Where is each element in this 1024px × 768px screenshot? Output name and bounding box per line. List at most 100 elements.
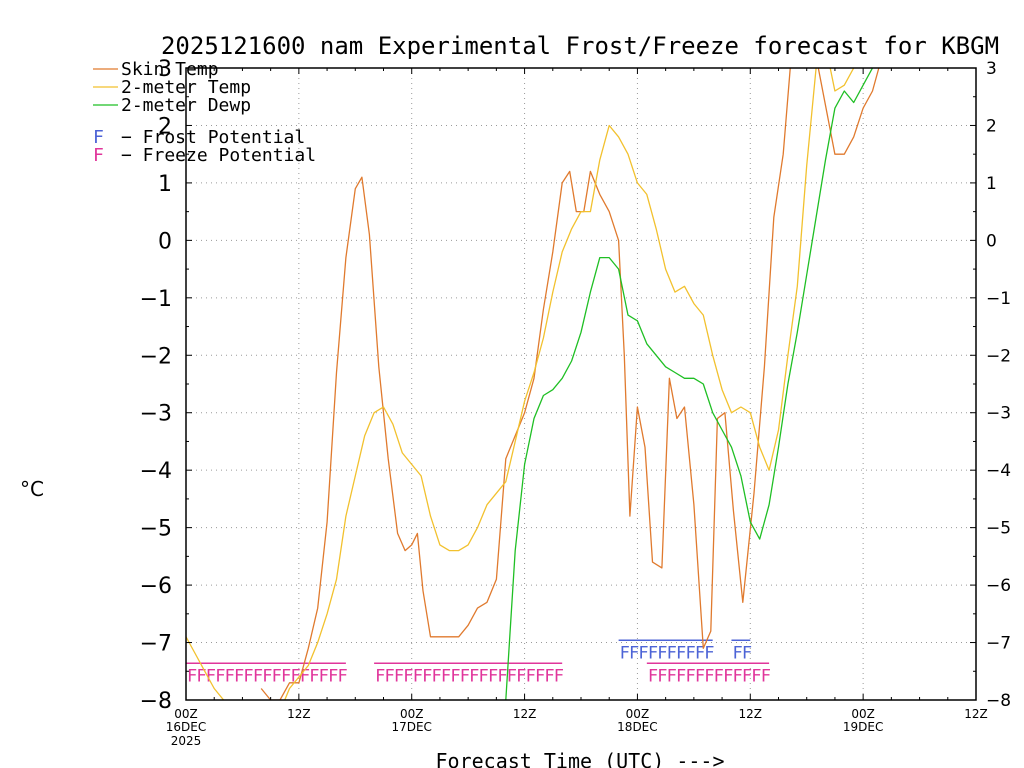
legend-marker-entry: − Freeze Potential (121, 145, 316, 166)
legend-entry: 2-meter Dewp (121, 95, 251, 116)
x-tick-date: 17DEC (391, 720, 431, 734)
potential-glyph: F (676, 643, 686, 663)
potential-glyph: F (290, 666, 300, 686)
potential-glyph: F (732, 643, 742, 663)
x-tick-year: 2025 (171, 734, 202, 748)
potential-glyph: F (507, 666, 517, 686)
y-tick-label-right: 3 (986, 59, 997, 79)
potential-glyph: F (742, 643, 752, 663)
y-tick-label-right: −7 (986, 634, 1011, 654)
potential-glyph: F (319, 666, 329, 686)
y-tick-label-right: −6 (986, 576, 1011, 596)
potential-glyph: F (469, 666, 479, 686)
potential-glyph: F (243, 666, 253, 686)
potential-glyph: F (488, 666, 498, 686)
y-tick-label-left: −7 (140, 632, 172, 657)
potential-glyph: F (516, 666, 526, 686)
potential-glyph: F (685, 666, 695, 686)
potential-glyph: F (272, 666, 282, 686)
potential-glyph: F (667, 643, 677, 663)
x-tick-label: 00Z (174, 707, 198, 721)
potential-glyph: F (535, 666, 545, 686)
x-tick-label: 12Z (964, 707, 988, 721)
potential-glyph: F (309, 666, 319, 686)
y-tick-label-right: 1 (986, 174, 997, 194)
y-tick-label-left: −8 (140, 689, 172, 714)
potential-glyph: F (375, 666, 385, 686)
y-tick-label-left: −5 (140, 517, 172, 542)
legend-marker-glyph: F (93, 145, 104, 166)
potential-glyph: F (629, 643, 639, 663)
y-tick-label-left: −1 (140, 287, 172, 312)
y-tick-label-left: 2 (158, 114, 172, 139)
potential-glyph: F (638, 643, 648, 663)
potential-glyph: F (262, 666, 272, 686)
chart-title: 2025121600 nam Experimental Frost/Freeze… (161, 32, 999, 60)
series-lines (186, 68, 880, 700)
y-tick-label-right: −4 (986, 461, 1011, 481)
potential-glyph: F (657, 643, 667, 663)
y-tick-label-left: 0 (158, 229, 172, 254)
y-axis-label: °C (20, 477, 44, 501)
potential-glyph: F (723, 666, 733, 686)
potential-glyph: F (714, 666, 724, 686)
potential-glyph: F (450, 666, 460, 686)
potential-glyph: F (234, 666, 244, 686)
y-tick-label-right: −1 (986, 289, 1011, 309)
potential-glyph: F (281, 666, 291, 686)
potential-glyph: F (648, 666, 658, 686)
potential-glyph: F (403, 666, 413, 686)
potential-glyph: F (676, 666, 686, 686)
series-line-2-meter-temp (186, 68, 855, 700)
potential-glyph: F (215, 666, 225, 686)
y-axis-ticks: −8 −8 −7 −7 −6 −6 −5 −5 −4 −4 −3 −3 −2 −2 −1 −1 0 0 1 1 2 2 3 3 (140, 57, 1012, 714)
legend-entry: 2-meter Temp (121, 77, 251, 98)
y-tick-label-right: 2 (986, 116, 997, 136)
y-tick-label-right: −3 (986, 404, 1011, 424)
potential-glyph: F (206, 666, 216, 686)
potential-glyph: F (385, 666, 395, 686)
potential-glyph: F (328, 666, 338, 686)
series-line-2-meter-dewp (505, 68, 874, 700)
potential-glyph: F (657, 666, 667, 686)
x-tick-date: 19DEC (843, 720, 883, 734)
potential-glyph: F (667, 666, 677, 686)
x-tick-date: 18DEC (617, 720, 657, 734)
potential-glyph: F (742, 666, 752, 686)
y-tick-label-right: −5 (986, 519, 1011, 539)
potential-glyph: F (695, 666, 705, 686)
y-tick-label-left: −6 (140, 574, 172, 599)
potential-glyph: F (187, 666, 197, 686)
x-tick-label: 00Z (851, 707, 875, 721)
potential-glyph: F (544, 666, 554, 686)
y-tick-label-right: −2 (986, 346, 1011, 366)
potential-glyph: F (685, 643, 695, 663)
x-tick-label: 12Z (739, 707, 763, 721)
x-axis-label: Forecast Time (UTC) ---> (436, 749, 725, 768)
legend-marker-glyph: F (93, 127, 104, 148)
potential-glyph: F (225, 666, 235, 686)
y-tick-label-left: −2 (140, 344, 172, 369)
x-tick-label: 12Z (287, 707, 311, 721)
legend-marker-entry: − Frost Potential (121, 127, 305, 148)
x-tick-label: 12Z (513, 707, 537, 721)
potential-glyph: F (526, 666, 536, 686)
potential-glyph: F (441, 666, 451, 686)
potential-glyph: F (704, 666, 714, 686)
potential-glyph: F (413, 666, 423, 686)
y-tick-label-right: 0 (986, 231, 997, 251)
potential-glyph: F (422, 666, 432, 686)
potential-glyph: F (620, 643, 630, 663)
potential-glyph: F (460, 666, 470, 686)
y-tick-label-left: 1 (158, 172, 172, 197)
potential-glyph: F (497, 666, 507, 686)
y-tick-label-right: −8 (986, 691, 1011, 711)
x-tick-label: 00Z (626, 707, 650, 721)
potential-glyph: F (732, 666, 742, 686)
potential-glyph: F (704, 643, 714, 663)
potential-glyph: F (554, 666, 564, 686)
potential-glyph: F (761, 666, 771, 686)
